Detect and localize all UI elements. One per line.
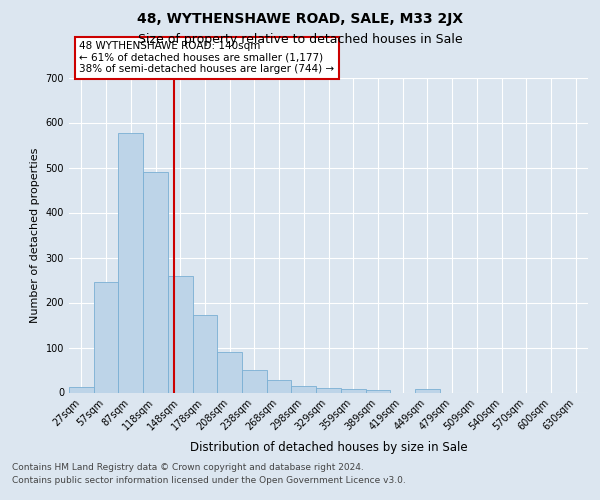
Text: 48 WYTHENSHAWE ROAD: 140sqm
← 61% of detached houses are smaller (1,177)
38% of : 48 WYTHENSHAWE ROAD: 140sqm ← 61% of det… xyxy=(79,41,335,74)
X-axis label: Distribution of detached houses by size in Sale: Distribution of detached houses by size … xyxy=(190,440,467,454)
Bar xyxy=(118,133,143,392)
Bar xyxy=(267,380,292,392)
Text: Size of property relative to detached houses in Sale: Size of property relative to detached ho… xyxy=(137,32,463,46)
Bar xyxy=(365,390,390,392)
Bar xyxy=(341,390,365,392)
Bar xyxy=(168,276,193,392)
Bar xyxy=(69,386,94,392)
Text: 48, WYTHENSHAWE ROAD, SALE, M33 2JX: 48, WYTHENSHAWE ROAD, SALE, M33 2JX xyxy=(137,12,463,26)
Bar xyxy=(143,172,168,392)
Bar xyxy=(415,390,440,392)
Bar xyxy=(292,386,316,392)
Bar xyxy=(94,282,118,393)
Bar xyxy=(242,370,267,392)
Bar xyxy=(193,315,217,392)
Y-axis label: Number of detached properties: Number of detached properties xyxy=(30,148,40,322)
Bar xyxy=(316,388,341,392)
Bar xyxy=(217,352,242,393)
Text: Contains HM Land Registry data © Crown copyright and database right 2024.: Contains HM Land Registry data © Crown c… xyxy=(12,462,364,471)
Text: Contains public sector information licensed under the Open Government Licence v3: Contains public sector information licen… xyxy=(12,476,406,485)
